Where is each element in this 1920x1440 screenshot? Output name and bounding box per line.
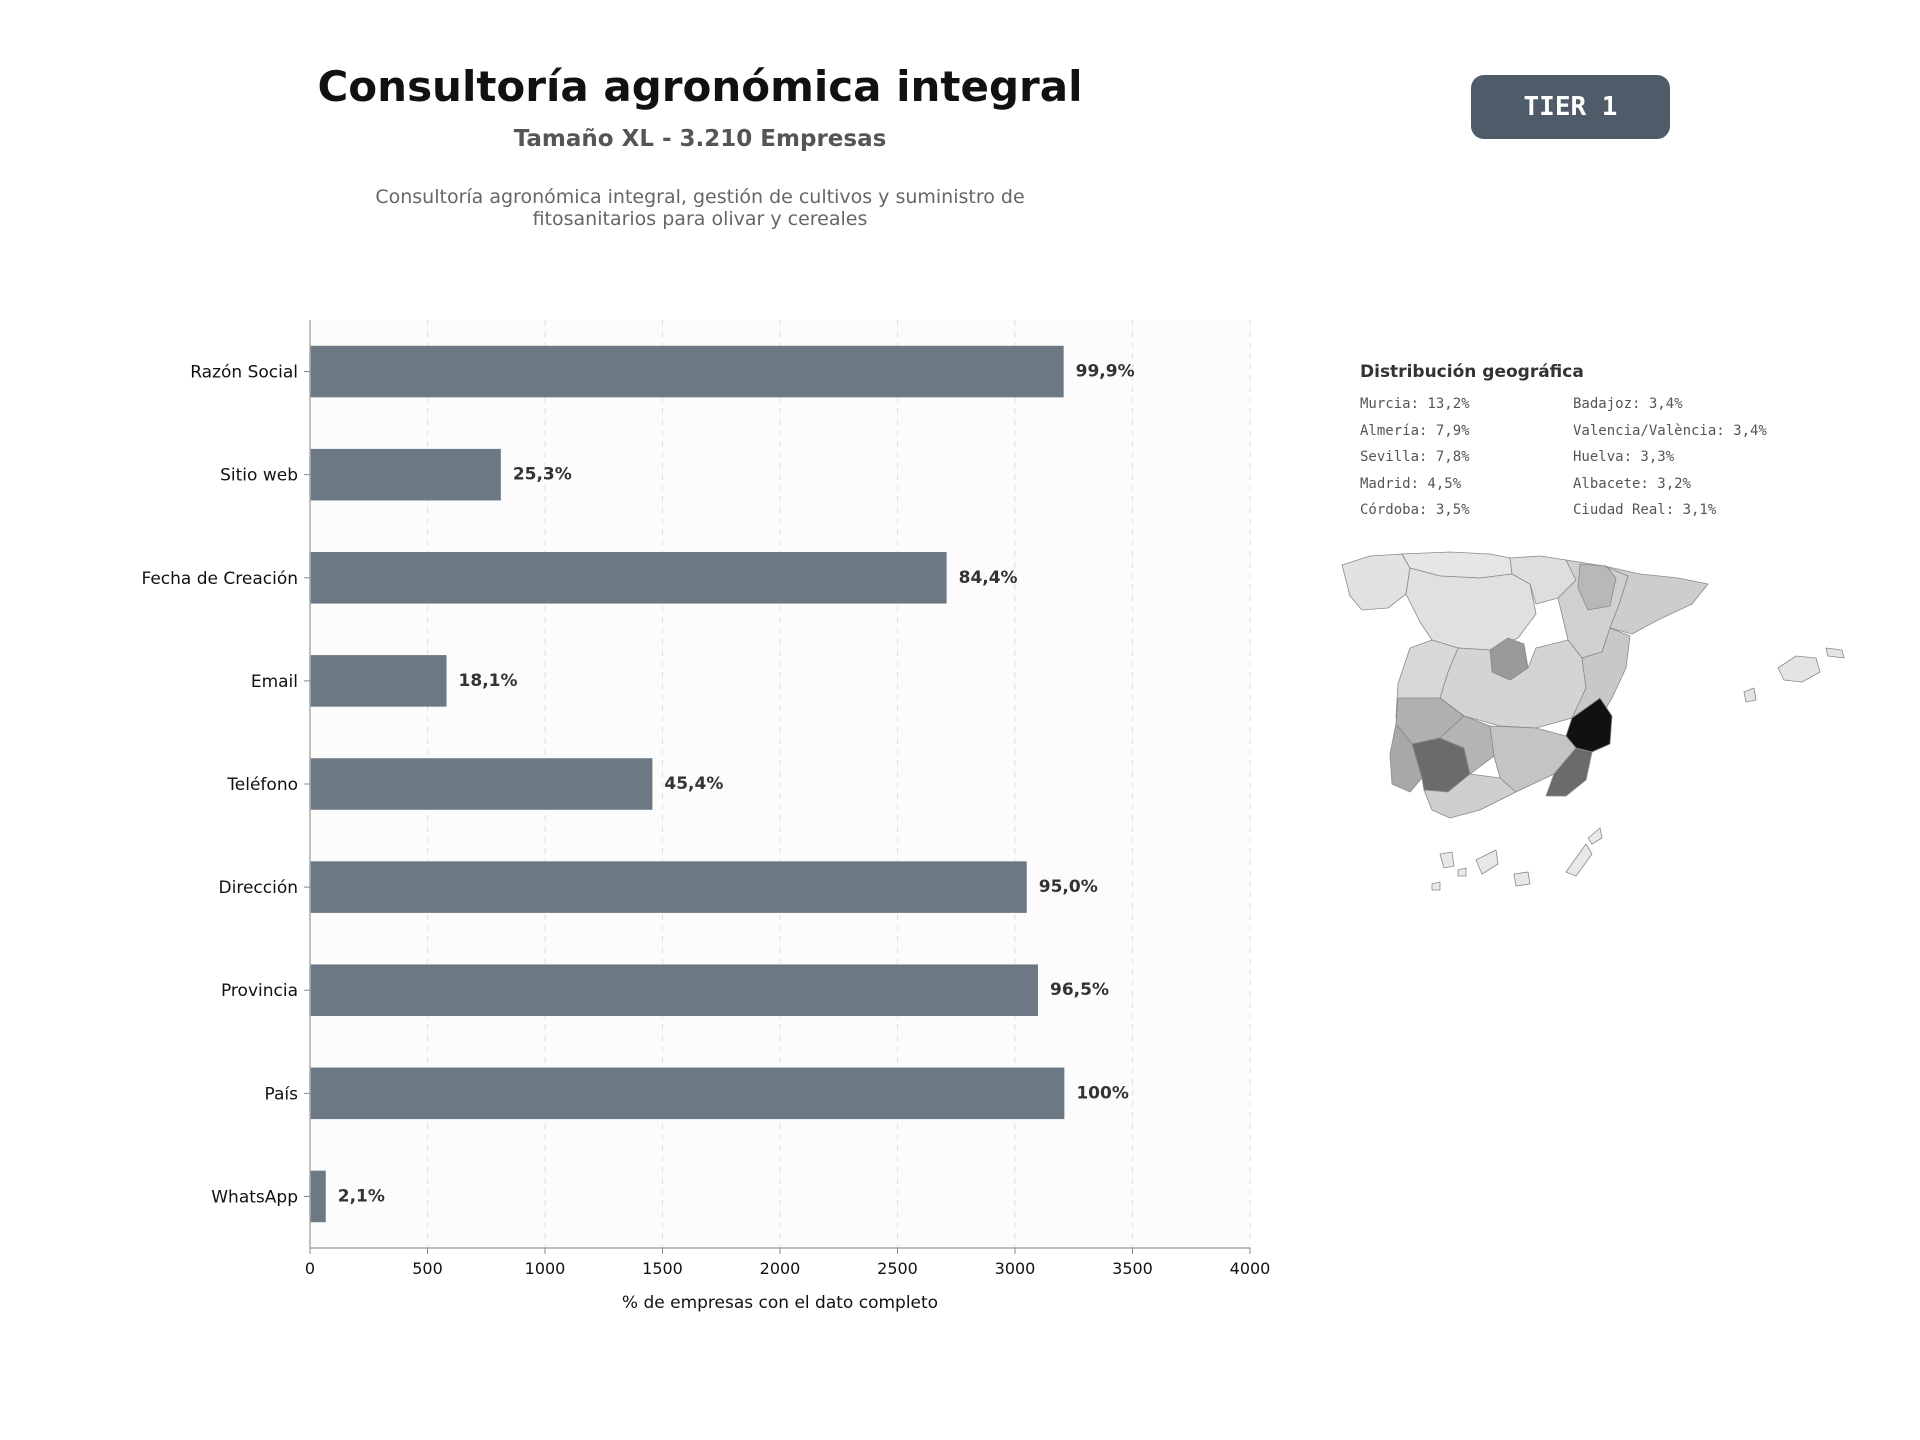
x-axis-label: % de empresas con el dato completo: [622, 1293, 938, 1313]
map-region-castilla-leon: [1405, 567, 1537, 651]
map-region-huesca: [1577, 563, 1617, 611]
bar: [310, 345, 1064, 398]
completeness-bar-chart: 99,9% 25,3% 84,4% 18,1% 45,4% 95,0% 96,5% 100% 2…: [141, 320, 1270, 1313]
y-tick-label: Sitio web: [220, 466, 298, 486]
axes: 0 500 1000 1500 2000 2500 3000 3500 4000 Razón So…: [141, 320, 1270, 1278]
map-region-canarias-6: [1587, 827, 1603, 845]
bar-value-label: 99,9%: [1076, 362, 1135, 382]
y-tick-label: Provincia: [221, 981, 298, 1001]
bar: [310, 1067, 1065, 1120]
bar-value-label: 100%: [1076, 1083, 1129, 1103]
map-region-canarias-4: [1457, 867, 1467, 877]
bar-value-label: 96,5%: [1050, 980, 1109, 1000]
page-description: Consultoría agronómica integral, gestión…: [375, 186, 1025, 230]
geo-list-item: Valencia/València: 3,4%: [1573, 422, 1767, 439]
map-region-canarias-2: [1475, 849, 1499, 875]
page-title: Consultoría agronómica integral: [317, 62, 1083, 111]
x-tick-label: 3000: [995, 1259, 1036, 1278]
bar-value-label: 25,3%: [513, 465, 572, 485]
map-region-cataluna: [1603, 565, 1709, 635]
map-region-mallorca: [1777, 655, 1821, 683]
y-tick-label: País: [265, 1084, 299, 1104]
map-region-galicia: [1341, 553, 1411, 611]
geo-list-item: Huelva: 3,3%: [1573, 449, 1675, 465]
bar-value-label: 18,1%: [459, 671, 518, 691]
bar-value-label: 45,4%: [664, 774, 723, 794]
bar: [310, 1170, 326, 1223]
bars: 99,9% 25,3% 84,4% 18,1% 45,4% 95,0% 96,5% 100% 2…: [310, 345, 1135, 1223]
bar-value-label: 84,4%: [959, 568, 1018, 588]
x-tick-label: 2500: [877, 1259, 918, 1278]
map-region-canarias-3: [1513, 871, 1531, 887]
bar: [310, 758, 653, 810]
map-region-almeria: [1545, 747, 1593, 797]
x-tick-label: 4000: [1230, 1259, 1271, 1278]
y-tick-label: Razón Social: [190, 363, 298, 383]
map-region-canarias-5: [1565, 843, 1593, 877]
geo-list-item: Ciudad Real: 3,1%: [1573, 502, 1717, 518]
x-tick-label: 0: [305, 1259, 315, 1278]
spain-map: [1341, 551, 1845, 891]
map-region-menorca: [1825, 647, 1845, 659]
geo-list: Murcia: 13,2% Almería: 7,9% Sevilla: 7,8% M…: [1360, 396, 1880, 523]
x-tick-label: 3500: [1112, 1259, 1153, 1278]
map-region-valencia: [1571, 627, 1631, 725]
geo-list-item: Madrid: 4,5%: [1360, 475, 1462, 492]
y-tick-label: Fecha de Creación: [141, 569, 298, 589]
y-tick-label: Teléfono: [226, 775, 298, 795]
x-tick-label: 1500: [642, 1259, 683, 1278]
y-tick-label: Email: [251, 672, 298, 692]
x-tick-label: 2000: [760, 1259, 801, 1278]
page-subtitle: Tamaño XL - 3.210 Empresas: [513, 126, 887, 152]
geo-list-item: Murcia: 13,2%: [1360, 396, 1470, 412]
geo-title: Distribución geográfica: [1360, 362, 1584, 382]
geo-list-item: Albacete: 3,2%: [1573, 475, 1692, 492]
y-tick-label: WhatsApp: [211, 1187, 298, 1207]
map-region-canarias-1: [1439, 851, 1455, 869]
geo-list-item: Almería: 7,9%: [1360, 422, 1470, 439]
x-tick-label: 500: [412, 1259, 443, 1278]
y-tick-label: Dirección: [219, 878, 298, 898]
map-region-ibiza: [1743, 687, 1757, 703]
bar: [310, 448, 501, 501]
bar: [310, 552, 947, 604]
bar-value-label: 95,0%: [1039, 877, 1098, 897]
x-tick-label: 1000: [525, 1259, 566, 1278]
bar: [310, 655, 447, 707]
map-region-canarias-7: [1431, 881, 1441, 891]
bar: [310, 964, 1039, 1016]
geo-distribution: Distribución geográfica Murcia: 13,2% Alm…: [1360, 362, 1880, 523]
bar: [310, 861, 1027, 913]
geo-list-item: Córdoba: 3,5%: [1360, 502, 1470, 518]
bar-value-label: 2,1%: [338, 1186, 385, 1206]
geo-list-item: Badajoz: 3,4%: [1573, 396, 1683, 412]
tier-badge: TIER 1: [1471, 75, 1670, 139]
geo-list-item: Sevilla: 7,8%: [1360, 449, 1470, 465]
